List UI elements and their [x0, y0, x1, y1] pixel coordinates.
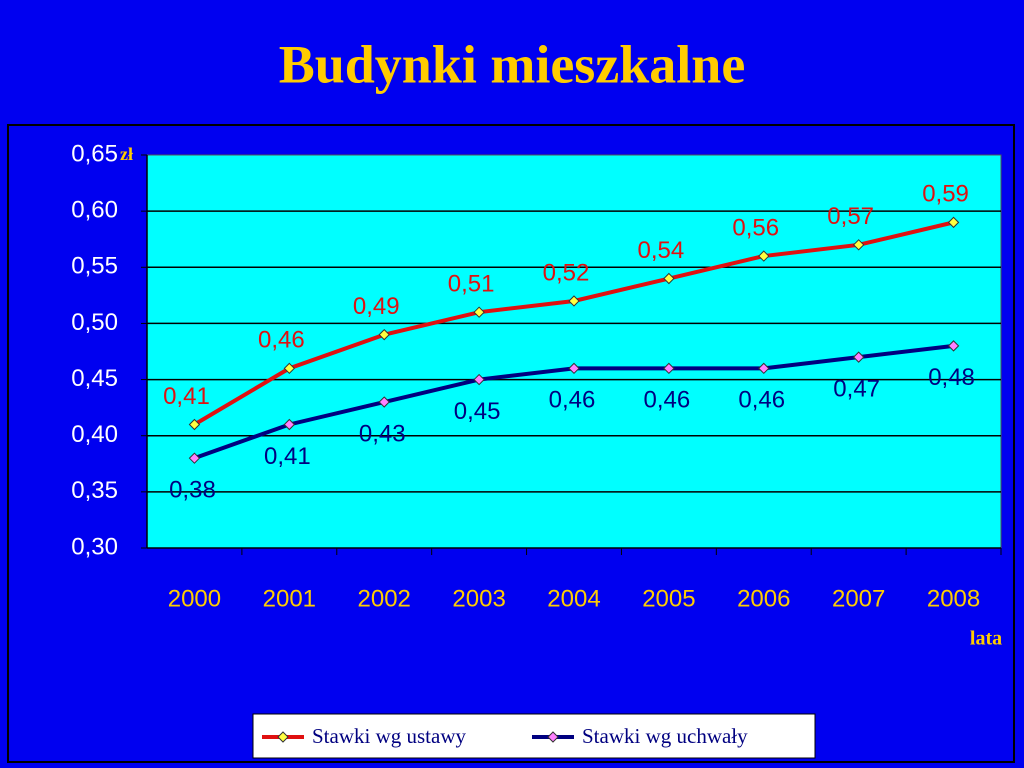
marker: [378, 328, 390, 341]
x-axis-label: lata: [970, 628, 1002, 650]
marker: [852, 351, 865, 363]
marker: [378, 396, 390, 408]
value-label: 0,45: [454, 398, 501, 425]
value-label: 0,49: [353, 293, 400, 320]
x-tick-label: 2007: [832, 585, 885, 612]
marker: [568, 295, 580, 307]
value-label: 0,47: [833, 375, 880, 402]
value-label: 0,41: [264, 443, 311, 470]
value-label: 0,46: [549, 387, 596, 414]
marker: [188, 418, 201, 431]
marker: [283, 418, 296, 431]
legend-label: Stawki wg uchwały: [582, 724, 748, 748]
marker: [947, 340, 960, 352]
x-tick-label: 2003: [452, 585, 505, 612]
y-tick-label: 0,60: [71, 196, 118, 223]
marker: [663, 362, 675, 375]
legend-marker: [277, 731, 289, 743]
x-tick-label: 2002: [358, 585, 411, 612]
x-tick-label: 2008: [927, 585, 980, 612]
x-tick-label: 2001: [263, 585, 316, 612]
value-label: 0,46: [644, 387, 691, 414]
y-tick-label: 0,50: [71, 309, 118, 336]
marker: [852, 239, 865, 251]
legend-marker: [547, 731, 559, 743]
y-tick-label: 0,45: [71, 365, 118, 392]
value-label: 0,51: [448, 271, 495, 298]
value-label: 0,59: [922, 181, 969, 208]
y-tick-label: 0,55: [71, 253, 118, 280]
value-label: 0,48: [928, 364, 975, 391]
marker: [758, 250, 770, 262]
marker: [283, 362, 296, 375]
value-label: 0,43: [359, 420, 406, 447]
value-label: 0,41: [163, 383, 210, 410]
y-unit-label: zł: [120, 144, 133, 164]
value-label: 0,54: [638, 237, 685, 264]
value-label: 0,46: [258, 327, 305, 354]
x-tick-label: 2006: [737, 585, 790, 612]
x-tick-label: 2000: [168, 585, 221, 612]
y-tick-label: 0,30: [71, 533, 118, 560]
value-label: 0,56: [732, 214, 779, 241]
y-tick-label: 0,35: [71, 477, 118, 504]
marker: [663, 272, 675, 285]
value-label: 0,38: [169, 477, 216, 504]
value-label: 0,57: [827, 203, 874, 230]
marker: [473, 306, 485, 318]
marker: [568, 362, 580, 375]
marker: [947, 216, 960, 229]
x-tick-label: 2005: [642, 585, 695, 612]
value-label: 0,52: [543, 259, 590, 286]
y-tick-label: 0,40: [71, 421, 118, 448]
y-tick-label: 0,65: [71, 140, 118, 167]
marker: [473, 373, 485, 386]
chart-title: Budynki mieszkalne: [279, 34, 746, 94]
marker: [188, 452, 201, 464]
x-tick-label: 2004: [547, 585, 600, 612]
chart-frame: [7, 124, 1015, 763]
value-label: 0,46: [738, 387, 785, 414]
legend-label: Stawki wg ustawy: [312, 724, 466, 748]
marker: [758, 362, 770, 375]
